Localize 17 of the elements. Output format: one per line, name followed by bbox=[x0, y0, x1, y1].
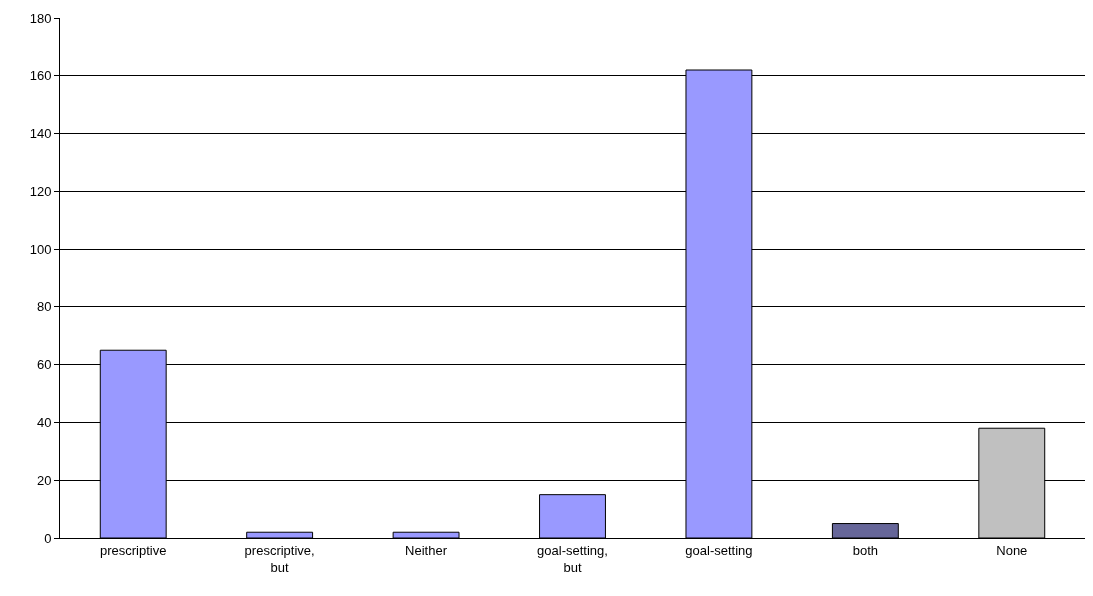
y-tick-label: 180 bbox=[29, 10, 52, 26]
y-tick-label: 60 bbox=[36, 357, 52, 373]
y-tick-label: 20 bbox=[36, 472, 52, 488]
x-tick-label: goal-setting, but bbox=[537, 542, 608, 575]
y-tick-label: 0 bbox=[44, 530, 52, 546]
y-tick-label: 140 bbox=[29, 126, 52, 142]
x-tick-label: prescriptive, but bbox=[244, 542, 315, 575]
x-tick-label: prescriptive bbox=[99, 542, 167, 558]
y-tick-label: 160 bbox=[29, 68, 52, 84]
y-tick-label: 80 bbox=[36, 299, 52, 315]
y-tick-label: 100 bbox=[29, 241, 52, 257]
x-tick-label: goal-setting bbox=[685, 542, 753, 558]
x-tick-label: Neither bbox=[405, 542, 448, 558]
y-tick-label: 120 bbox=[29, 183, 52, 199]
y-tick-label: 40 bbox=[36, 414, 52, 430]
x-tick-label: None bbox=[996, 542, 1028, 558]
x-tick-label: both bbox=[852, 542, 879, 558]
